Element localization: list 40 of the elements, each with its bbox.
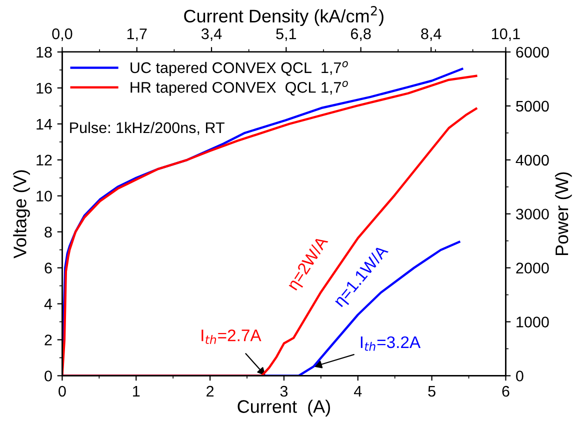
x2-tick-label: 6,8	[350, 28, 371, 42]
annotation: I$_{th}$=2.7A	[202, 329, 262, 344]
x-tick-label: 1	[133, 386, 140, 397]
annotation: I$_{th}$=3.2A	[360, 336, 421, 351]
x-axis-title: Current (A)	[238, 400, 330, 417]
y-tick-label: 18	[36, 46, 52, 58]
y2-tick-label: 6000	[516, 46, 549, 58]
y-tick-label: 10	[36, 190, 52, 202]
x2-tick-label: 10,1	[492, 28, 520, 42]
y-axis-title: Voltage (V)	[13, 170, 30, 258]
x2-tick-label: 8,4	[421, 28, 442, 42]
x-tick-label: 5	[428, 386, 436, 397]
y-tick-label: 8	[44, 226, 52, 238]
y-tick-label: 0	[44, 370, 52, 382]
legend-label: HR tapered CONVEX QCL 1,7$^{o}$	[130, 80, 348, 96]
y-tick-label: 16	[36, 82, 52, 94]
annotation: Pulse: 1kHz/200ns, RT	[70, 122, 224, 135]
y2-tick-label: 4000	[516, 154, 549, 166]
x2-tick-label: 0,0	[52, 28, 72, 42]
x-tick-label: 3	[280, 386, 288, 397]
y2-tick-label: 1000	[516, 316, 549, 328]
y-tick-label: 6	[44, 262, 52, 274]
x-tick-label: 4	[354, 386, 362, 397]
x2-tick-label: 1,7	[127, 28, 147, 42]
y2-tick-label: 5000	[516, 100, 549, 112]
x-tick-label: 6	[502, 386, 510, 397]
y2-tick-label: 3000	[516, 208, 549, 220]
x2-tick-label: 3,4	[201, 28, 222, 42]
x-tick-label: 2	[206, 386, 214, 397]
y2-tick-label: 0	[516, 370, 524, 382]
x-tick-label: 0	[58, 386, 66, 397]
y2-axis-title: Power (W)	[554, 172, 572, 255]
y-tick-label: 2	[44, 334, 52, 346]
y-tick-label: 14	[36, 118, 52, 130]
y-tick-label: 12	[36, 154, 52, 166]
x2-axis-title: Current Density (kA/cm$^{2}$)	[184, 6, 384, 26]
y-tick-label: 4	[44, 298, 52, 310]
y2-tick-label: 2000	[516, 262, 549, 274]
legend-label: UC tapered CONVEX QCL 1,7$^{o}$	[130, 61, 348, 76]
x2-tick-label: 5,1	[276, 28, 296, 42]
